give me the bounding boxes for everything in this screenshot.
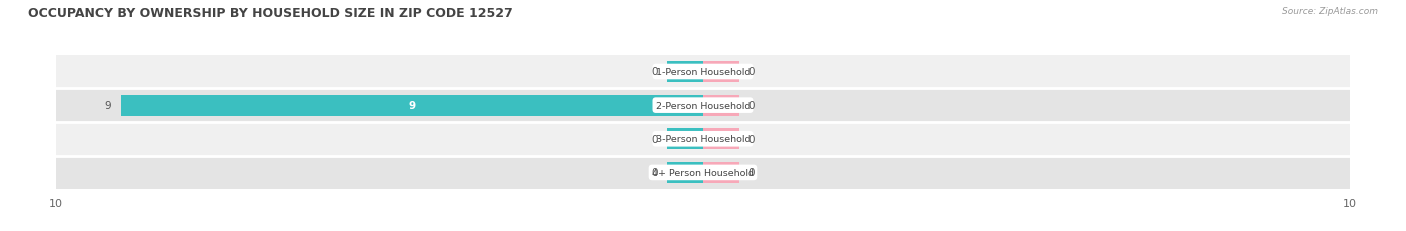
- Bar: [56, 55, 1350, 89]
- Bar: [668, 162, 703, 183]
- Text: OCCUPANCY BY OWNERSHIP BY HOUSEHOLD SIZE IN ZIP CODE 12527: OCCUPANCY BY OWNERSHIP BY HOUSEHOLD SIZE…: [28, 7, 513, 20]
- Text: 0: 0: [651, 168, 658, 178]
- Bar: [121, 95, 703, 116]
- Bar: [703, 129, 738, 149]
- Text: 9: 9: [104, 101, 111, 111]
- Text: Source: ZipAtlas.com: Source: ZipAtlas.com: [1282, 7, 1378, 16]
- Text: 0: 0: [651, 67, 658, 77]
- Text: 0: 0: [651, 134, 658, 144]
- Bar: [703, 62, 738, 82]
- Text: 4+ Person Household: 4+ Person Household: [652, 168, 754, 177]
- Text: 9: 9: [408, 101, 416, 111]
- Bar: [668, 62, 703, 82]
- Bar: [668, 129, 703, 149]
- Text: 2-Person Household: 2-Person Household: [655, 101, 751, 110]
- Text: 0: 0: [748, 168, 755, 178]
- Text: 1-Person Household: 1-Person Household: [655, 68, 751, 77]
- Text: 3-Person Household: 3-Person Household: [655, 135, 751, 144]
- Text: 0: 0: [748, 101, 755, 111]
- Bar: [56, 89, 1350, 122]
- Text: 0: 0: [748, 67, 755, 77]
- Bar: [703, 162, 738, 183]
- Text: 0: 0: [748, 134, 755, 144]
- Bar: [703, 95, 738, 116]
- Bar: [56, 156, 1350, 189]
- Bar: [56, 122, 1350, 156]
